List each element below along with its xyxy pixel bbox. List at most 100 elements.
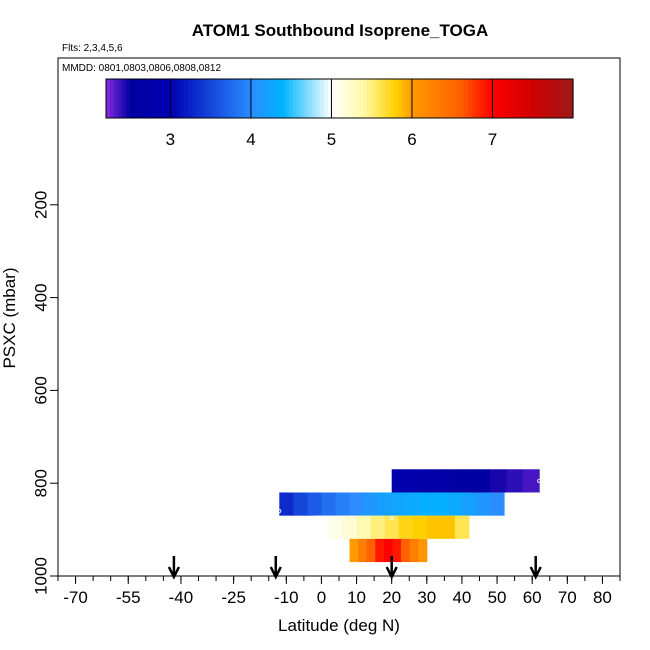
heatmap-cell	[475, 492, 491, 516]
colorbar-swatch	[261, 79, 267, 118]
heatmap-cell	[405, 492, 421, 516]
colorbar-swatch	[483, 79, 488, 118]
colorbar-swatch	[335, 79, 341, 118]
x-tick-label: 0	[317, 588, 326, 607]
colorbar-swatch	[238, 79, 243, 118]
colorbar-swatch	[440, 79, 446, 118]
colorbar-swatch	[249, 79, 255, 118]
colorbar-swatch	[203, 79, 208, 118]
heatmap-cell	[342, 515, 358, 539]
colorbar-tick-label: 7	[488, 130, 497, 149]
colorbar-swatch	[393, 79, 399, 118]
colorbar-swatch	[370, 79, 376, 118]
x-axis-label: Latitude (deg N)	[278, 616, 400, 635]
heatmap-cell	[335, 492, 351, 516]
colorbar-swatch	[172, 79, 177, 118]
colorbar-swatch	[557, 79, 562, 118]
colorbar-swatch	[331, 79, 337, 118]
colorbar-swatch	[323, 79, 329, 118]
heatmap-cell	[370, 515, 386, 539]
colorbar-swatch	[226, 79, 232, 118]
colorbar-swatch	[522, 79, 527, 118]
colorbar-swatch	[530, 79, 535, 118]
heatmap-cell	[366, 538, 376, 563]
heatmap-cell	[426, 515, 442, 539]
x-tick-label: 10	[347, 588, 366, 607]
colorbar-swatch	[569, 79, 574, 118]
colorbar-swatch	[444, 79, 450, 118]
colorbar-swatch	[355, 79, 360, 118]
colorbar-swatch	[358, 79, 364, 118]
colorbar-swatch	[339, 79, 344, 118]
colorbar-swatch	[133, 79, 138, 118]
colorbar-swatch	[413, 79, 418, 118]
y-tick-label: 600	[31, 376, 50, 404]
flights-note: Flts: 2,3,4,5,6	[62, 43, 123, 54]
x-tick-label: 80	[593, 588, 612, 607]
colorbar-swatch	[246, 79, 251, 118]
colorbar-swatch	[121, 79, 127, 118]
colorbar-swatch	[432, 79, 438, 118]
colorbar-swatch	[191, 79, 197, 118]
colorbar-swatch	[148, 79, 154, 118]
colorbar-swatch	[183, 79, 189, 118]
colorbar-swatch	[405, 79, 411, 118]
colorbar-swatch	[125, 79, 130, 118]
heatmap-cell	[409, 538, 419, 563]
y-tick-label: 1000	[31, 557, 50, 595]
colorbar-swatch	[304, 79, 309, 118]
colorbar-swatch	[429, 79, 434, 118]
colorbar-swatch	[495, 79, 500, 118]
colorbar-swatch	[199, 79, 204, 118]
colorbar-swatch	[327, 79, 333, 118]
arrow-head	[167, 566, 181, 580]
heatmap-cell	[401, 538, 411, 563]
dates-note: MMDD: 0801,0803,0806,0808,0812	[62, 63, 221, 74]
colorbar-swatch	[137, 79, 142, 118]
colorbar-swatch	[514, 79, 520, 118]
colorbar-swatch	[211, 79, 216, 118]
colorbar-swatch	[207, 79, 212, 118]
colorbar-swatch	[195, 79, 200, 118]
colorbar-swatch	[366, 79, 372, 118]
arrow-head	[385, 566, 398, 580]
heatmap-cell	[356, 515, 372, 539]
heatmap-cell	[328, 515, 344, 539]
heatmap-cell	[377, 492, 393, 516]
colorbar-swatch	[475, 79, 481, 118]
colorbar-swatch	[464, 79, 469, 118]
colorbar-swatch	[347, 79, 352, 118]
colorbar-swatch	[308, 79, 313, 118]
x-tick-label: -40	[169, 588, 194, 607]
colorbar-swatch	[300, 79, 306, 118]
colorbar-swatch	[218, 79, 224, 118]
colorbar-swatch	[281, 79, 286, 118]
colorbar-swatch	[160, 79, 165, 118]
heatmap-cell	[412, 515, 428, 539]
colorbar: 3 4 5 6 7	[105, 78, 574, 149]
heatmap-cell	[473, 469, 491, 493]
sample-markers	[277, 464, 542, 521]
colorbar-swatch	[179, 79, 185, 118]
colorbar-swatch	[553, 79, 559, 118]
colorbar-swatch	[351, 79, 356, 118]
flight-arrows	[167, 556, 542, 580]
colorbar-tick-label: 5	[327, 130, 336, 149]
colorbar-swatch	[109, 79, 115, 118]
heatmap-cell	[363, 492, 379, 516]
heatmap-cell	[424, 469, 442, 493]
x-tick-label: 70	[558, 588, 577, 607]
colorbar-swatch	[448, 79, 453, 118]
heatmap-cell	[454, 515, 470, 539]
colorbar-swatch	[277, 79, 282, 118]
colorbar-swatch	[382, 79, 387, 118]
x-tick-label: -70	[63, 588, 88, 607]
y-tick-label: 200	[31, 191, 50, 219]
heatmap-cell	[522, 469, 540, 493]
colorbar-swatch	[452, 79, 457, 118]
colorbar-tick-label: 4	[246, 130, 255, 149]
heatmap-cell	[447, 492, 463, 516]
heatmap-cell	[392, 538, 402, 563]
sample-marker	[537, 478, 542, 483]
colorbar-swatch	[273, 79, 278, 118]
